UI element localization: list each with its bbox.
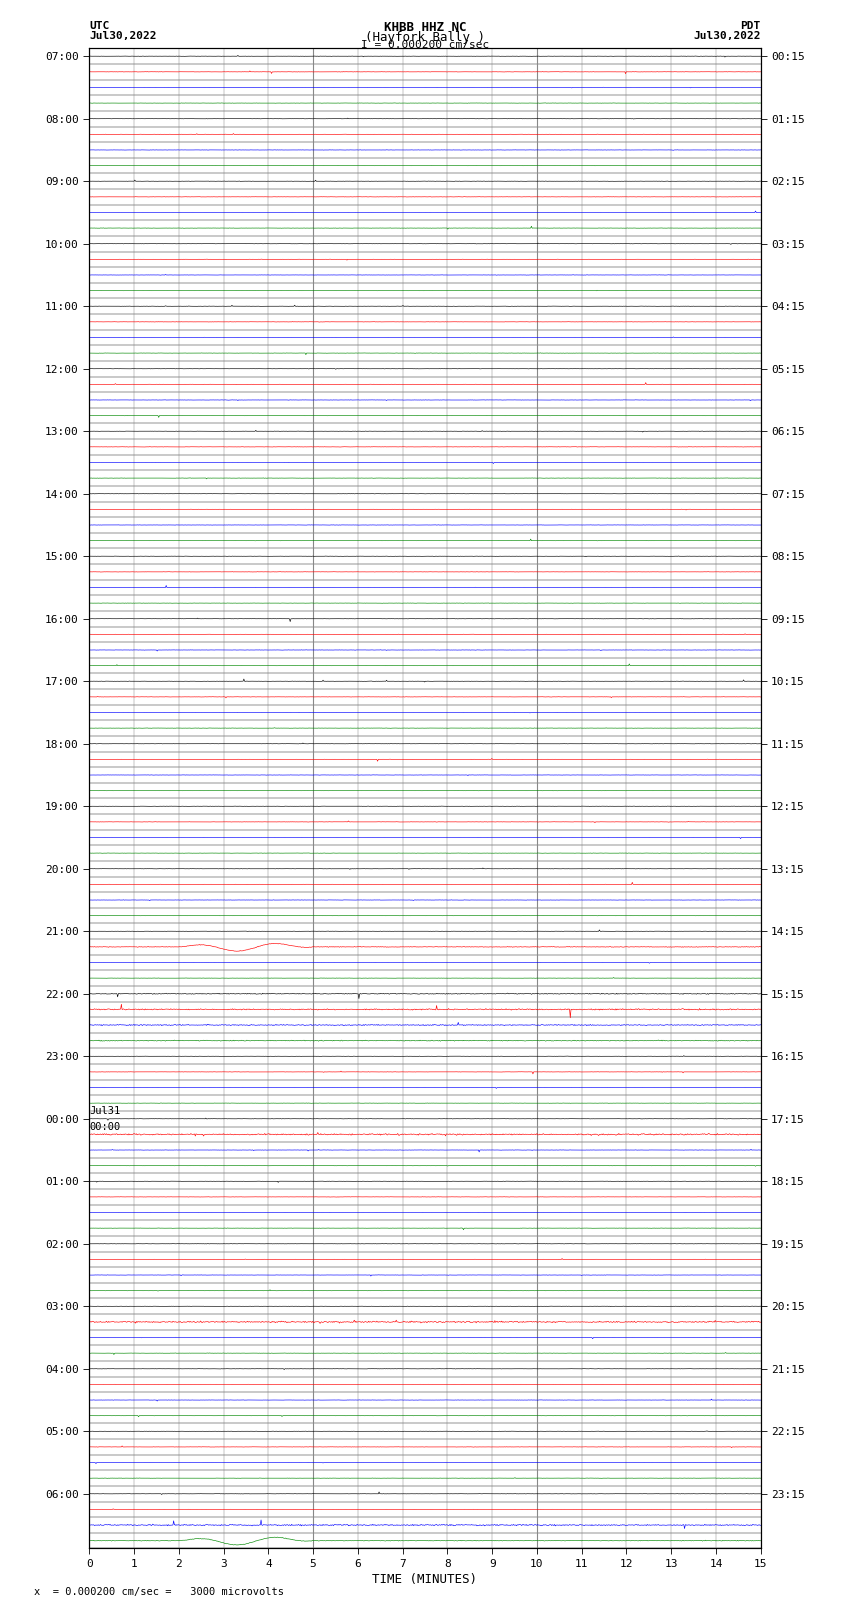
X-axis label: TIME (MINUTES): TIME (MINUTES): [372, 1573, 478, 1586]
Text: (Hayfork Bally ): (Hayfork Bally ): [365, 31, 485, 44]
Text: PDT: PDT: [740, 21, 761, 31]
Text: UTC: UTC: [89, 21, 110, 31]
Text: Jul30,2022: Jul30,2022: [89, 31, 156, 40]
Text: KHBB HHZ NC: KHBB HHZ NC: [383, 21, 467, 34]
Text: I = 0.000200 cm/sec: I = 0.000200 cm/sec: [361, 40, 489, 50]
Text: Jul31: Jul31: [89, 1107, 121, 1116]
Text: x  = 0.000200 cm/sec =   3000 microvolts: x = 0.000200 cm/sec = 3000 microvolts: [34, 1587, 284, 1597]
Text: 00:00: 00:00: [89, 1121, 121, 1132]
Text: Jul30,2022: Jul30,2022: [694, 31, 761, 40]
